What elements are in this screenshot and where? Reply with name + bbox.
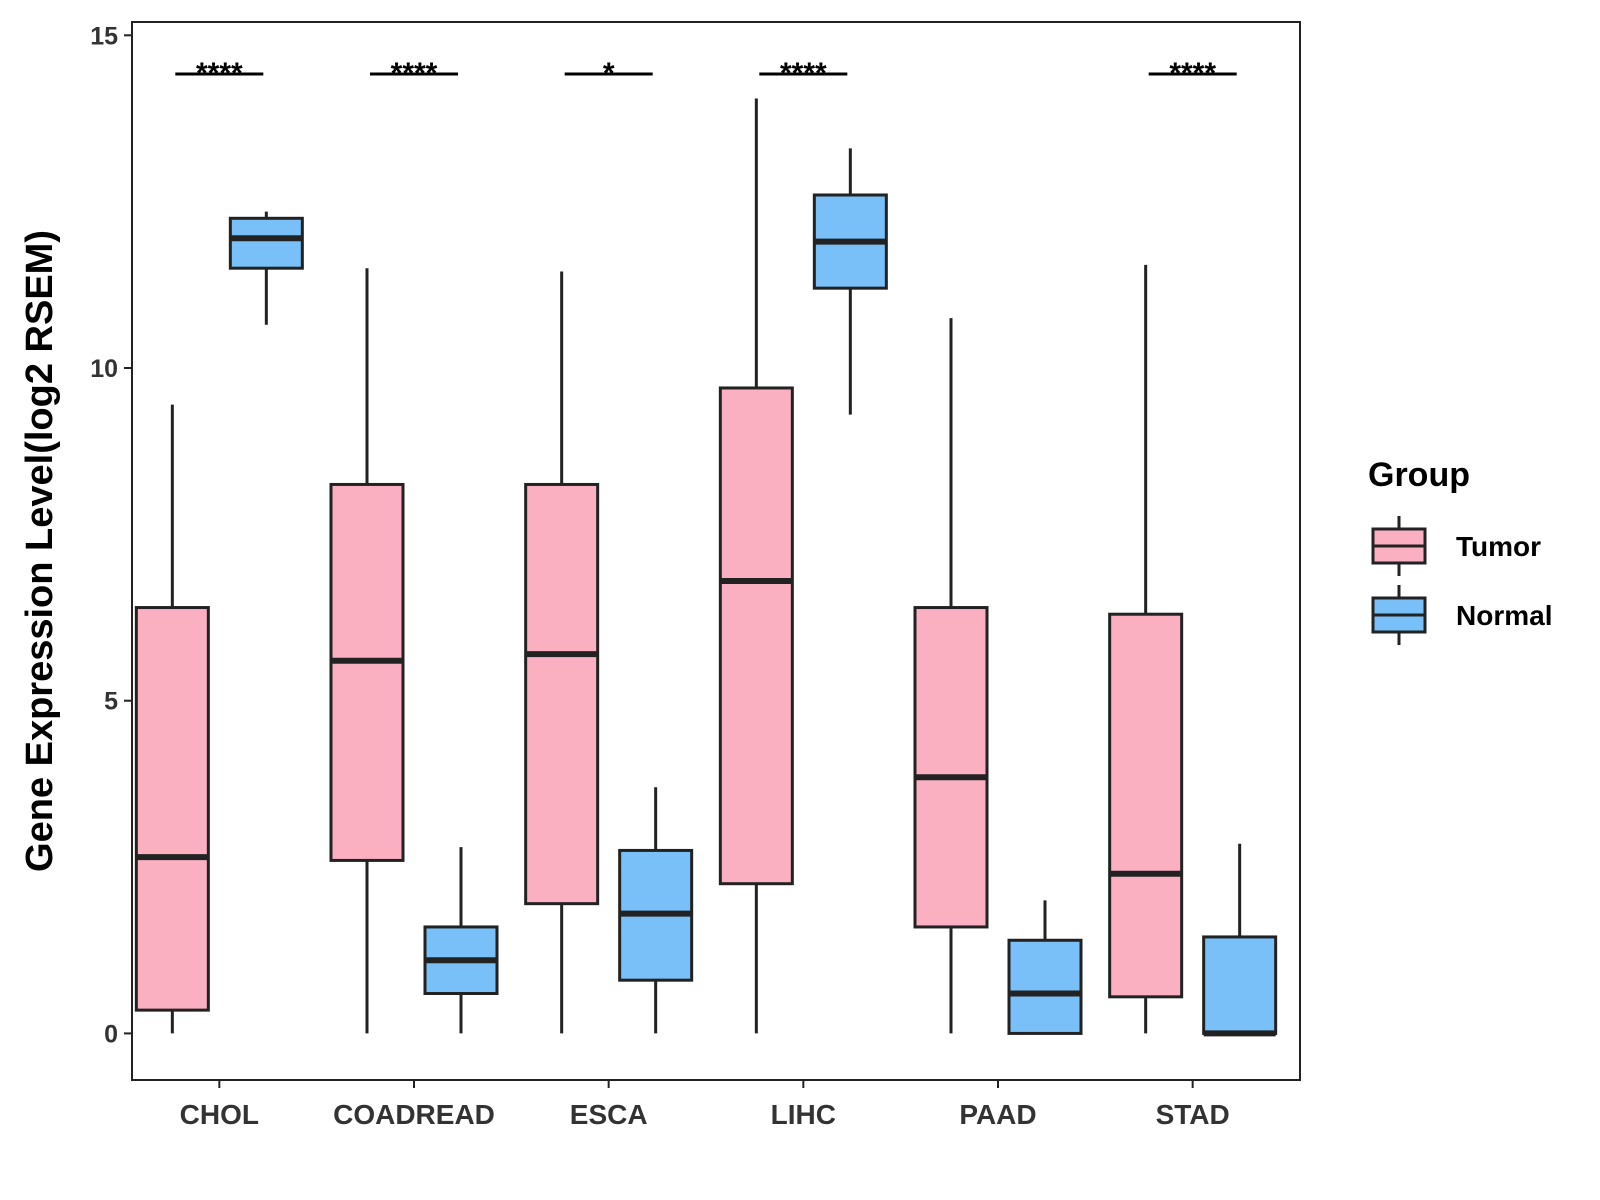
box-normal-coadread: [423, 847, 499, 1034]
y-tick-label: 10: [90, 355, 118, 383]
box-iqr: [228, 216, 304, 270]
box-iqr: [524, 482, 600, 906]
box-tumor-stad: [1108, 264, 1184, 1034]
y-tick-label: 15: [90, 22, 118, 50]
box-tumor-chol: [134, 404, 210, 1034]
y-axis-title: Gene Expression Level(log2 RSEM): [19, 230, 61, 872]
box-iqr: [913, 606, 989, 929]
significance-label: ****: [1169, 57, 1216, 90]
box-iqr: [134, 606, 210, 1012]
box-iqr: [1202, 935, 1278, 1035]
box-normal-esca: [618, 787, 694, 1034]
y-tick-label: 5: [104, 688, 118, 716]
legend-key-normal: Normal: [1371, 585, 1552, 645]
box-normal-lihc: [812, 148, 888, 415]
x-tick-label: STAD: [1156, 1099, 1230, 1130]
box-iqr: [329, 482, 405, 862]
legend: Group Tumor Normal: [1368, 456, 1552, 645]
box-normal-paad: [1007, 900, 1083, 1035]
x-tick-label: LIHC: [771, 1099, 836, 1130]
significance-label: ****: [391, 57, 438, 90]
box-tumor-coadread: [329, 268, 405, 1034]
box-normal-chol: [228, 211, 304, 325]
box-iqr: [1007, 938, 1083, 1035]
y-tick-label: 0: [104, 1020, 118, 1048]
x-tick-label: COADREAD: [333, 1099, 495, 1130]
plot-panel-border: [131, 21, 1301, 1081]
box-tumor-lihc: [718, 98, 794, 1034]
significance-label: *: [603, 57, 615, 90]
box-normal-stad: [1202, 843, 1278, 1037]
significance-label: ****: [780, 57, 827, 90]
x-tick-label: ESCA: [570, 1099, 648, 1130]
significance-label: ****: [196, 57, 243, 90]
box-iqr: [1108, 612, 1184, 999]
legend-label: Tumor: [1456, 531, 1541, 562]
x-tick-label: CHOL: [180, 1099, 259, 1130]
box-iqr: [718, 386, 794, 886]
x-tick-label: PAAD: [959, 1099, 1036, 1130]
legend-label: Normal: [1456, 600, 1552, 631]
box-tumor-paad: [913, 318, 989, 1034]
legend-title: Group: [1368, 456, 1470, 494]
box-tumor-esca: [524, 271, 600, 1034]
legend-key-tumor: Tumor: [1371, 516, 1541, 576]
